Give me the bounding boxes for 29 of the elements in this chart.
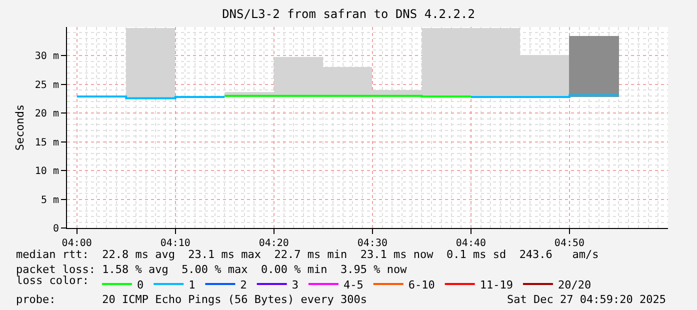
legend-label: 1 — [188, 278, 196, 292]
text: packet loss: 1.58 % avg 5.00 % max 0.00 % min 3.95 % now — [16, 263, 408, 276]
x-tick-label: 04:40 — [456, 238, 486, 249]
legend-title: loss color: — [16, 274, 89, 287]
text: median rtt: 22.8 ms avg 23.1 ms max 22.7 ms min 23.1 ms now 0.1 ms sd 243.6 am/s — [16, 248, 599, 261]
legend-label: 3 — [292, 278, 298, 292]
x-tick-label: 04:30 — [357, 238, 388, 249]
text: probe: 20 ICMP Echo Pings (56 Bytes) every 300s — [16, 293, 367, 306]
legend-label: 4-5 — [343, 278, 364, 292]
y-tick-label: 25 m — [34, 80, 59, 91]
legend-label: 11-19 — [480, 278, 513, 292]
y-axis-title: Seconds — [14, 104, 27, 151]
y-tick-label: 15 m — [34, 137, 59, 148]
x-tick-label: 04:50 — [554, 238, 585, 249]
legend-label: 2 — [240, 278, 247, 292]
legend-label: 20/20 — [558, 278, 592, 292]
x-tick-label: 04:20 — [258, 238, 289, 249]
text: Sat Dec 27 04:59:20 2025 — [507, 293, 666, 306]
x-tick-label: 04:00 — [62, 238, 92, 249]
legend-label: 0 — [136, 278, 144, 292]
chart-title: DNS/L3-2 from safran to DNS 4.2.2.2 — [222, 7, 475, 22]
bar — [569, 36, 619, 97]
y-tick-label: 0 — [52, 224, 59, 234]
y-tick-label: 5 m — [40, 194, 59, 206]
legend-label: 6-10 — [408, 278, 435, 292]
y-tick-label: 10 m — [34, 166, 59, 178]
y-tick-label: 30 m — [34, 51, 59, 62]
x-tick-label: 04:10 — [160, 238, 190, 249]
y-tick-label: 20 m — [34, 108, 59, 120]
